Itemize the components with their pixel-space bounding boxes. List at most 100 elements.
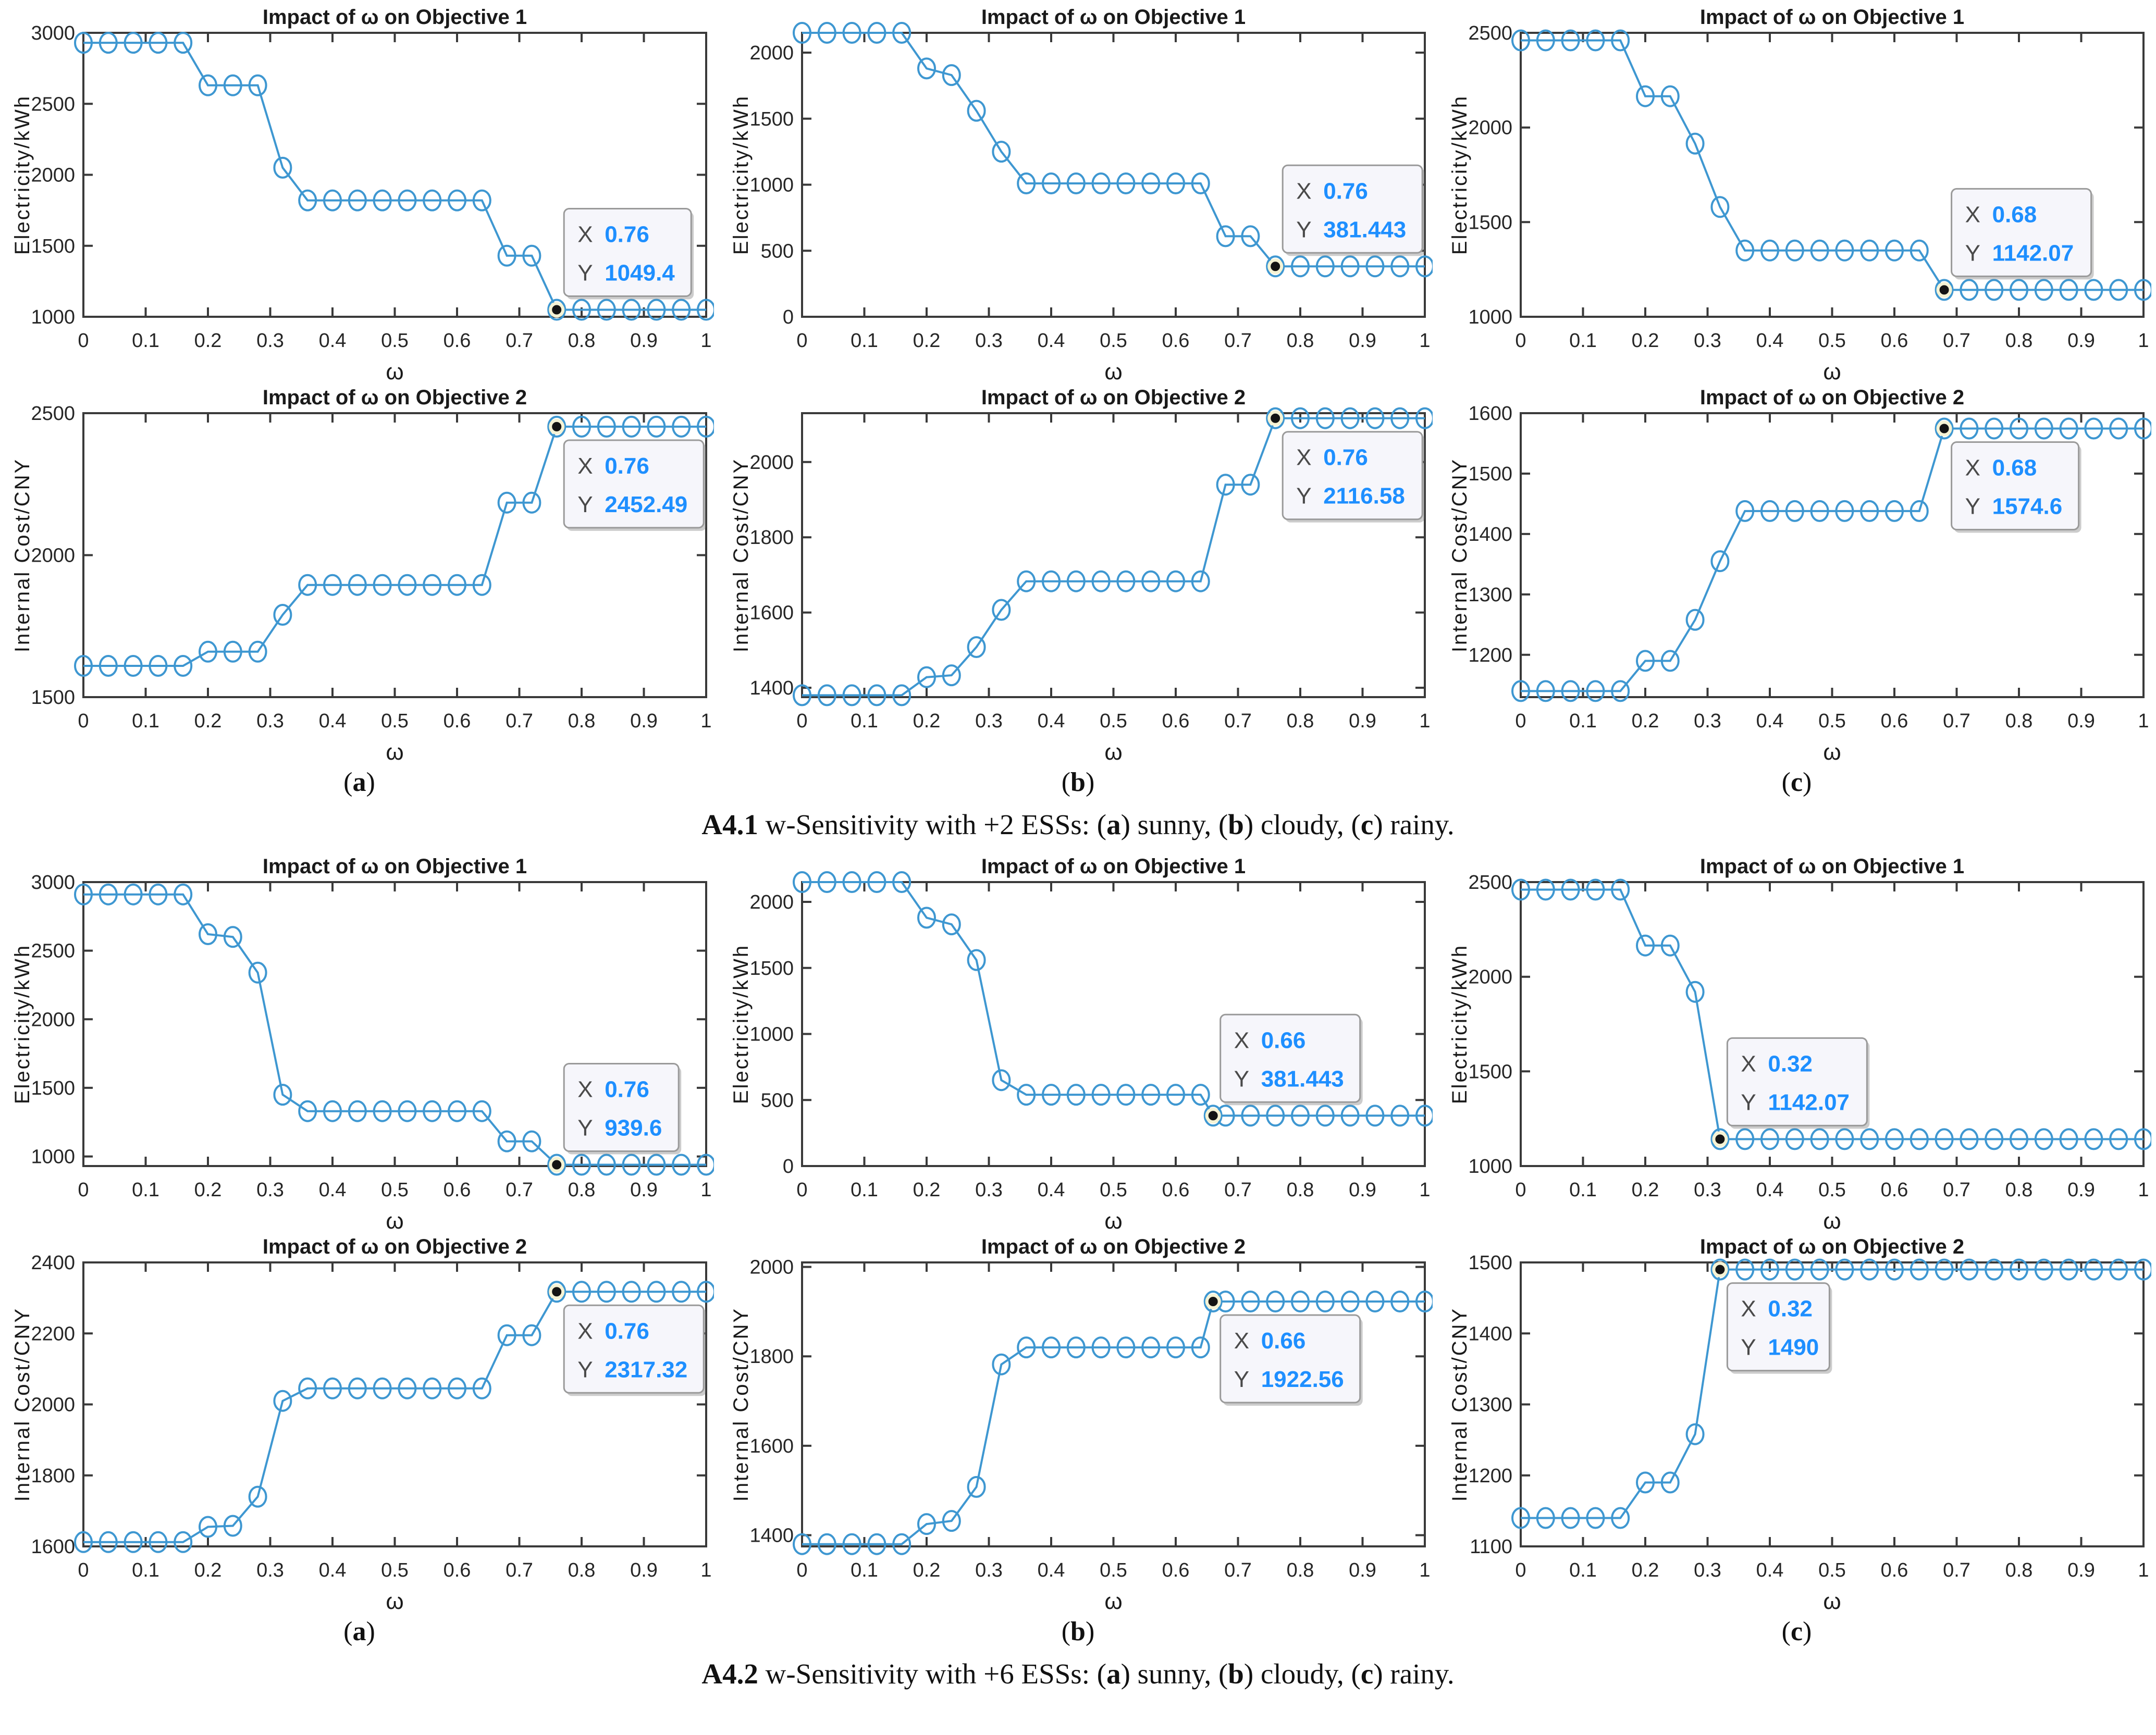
svg-text:0.1: 0.1 <box>1569 1179 1597 1201</box>
svg-text:Y: Y <box>577 1116 593 1141</box>
svg-text:X: X <box>577 1077 593 1102</box>
datatip-box <box>563 1063 680 1152</box>
svg-text:0.1: 0.1 <box>132 1179 159 1201</box>
y-axis-label: Internal Cost/CNY <box>1448 458 1471 652</box>
svg-text:2000: 2000 <box>749 891 794 913</box>
svg-text:0.3: 0.3 <box>975 1559 1003 1581</box>
svg-text:0.2: 0.2 <box>1631 330 1659 352</box>
y-tick-labels: 1000 1500 2000 2500 <box>1468 872 1512 1178</box>
svg-text:2000: 2000 <box>1468 966 1512 988</box>
svg-text:0: 0 <box>1515 330 1526 352</box>
svg-text:Y: Y <box>1965 494 1980 519</box>
svg-text:1922.56: 1922.56 <box>1261 1367 1344 1392</box>
chart-title: Impact of ω on Objective 1 <box>262 855 526 878</box>
svg-text:0.3: 0.3 <box>256 710 284 732</box>
chart-a41-b-obj1: 0 0.1 0.2 0.3 0.4 0.5 0.6 0.7 0.8 0.9 1 0 500 1000 150… <box>730 6 1433 385</box>
caption-segment: ( <box>1061 1617 1071 1646</box>
svg-text:Y: Y <box>1234 1367 1249 1392</box>
svg-text:1: 1 <box>1419 330 1430 352</box>
svg-text:1: 1 <box>2138 330 2149 352</box>
chart-cell-a42-b-obj2: 0 0.1 0.2 0.3 0.4 0.5 0.6 0.7 0.8 0.9 1 1400 1600 180… <box>719 1234 1437 1614</box>
caption-a42: A4.2 w-Sensitivity with +6 ESSs: (a) sun… <box>0 1657 2156 1690</box>
chart-cell-a42-c-obj1: 0 0.1 0.2 0.3 0.4 0.5 0.6 0.7 0.8 0.9 1 1000 1500 200… <box>1437 853 2156 1234</box>
svg-text:0.7: 0.7 <box>1943 710 1970 732</box>
svg-text:0.6: 0.6 <box>1880 710 1908 732</box>
caption-bold-segment: a <box>352 1617 366 1646</box>
series-markers <box>73 1281 714 1553</box>
svg-text:Y: Y <box>1741 1089 1756 1115</box>
svg-text:1: 1 <box>2138 1559 2149 1581</box>
svg-text:1500: 1500 <box>749 108 794 130</box>
svg-text:1600: 1600 <box>1468 403 1512 425</box>
x-axis-label: ω <box>1104 359 1122 385</box>
axis-ticks <box>1519 32 2145 318</box>
svg-text:0.9: 0.9 <box>1349 330 1376 352</box>
caption-bold-segment: b <box>1228 809 1244 840</box>
svg-text:2317.32: 2317.32 <box>605 1357 687 1382</box>
x-tick-labels: 0 0.1 0.2 0.3 0.4 0.5 0.6 0.7 0.8 0.9 1 <box>78 330 711 352</box>
x-tick-labels: 0 0.1 0.2 0.3 0.4 0.5 0.6 0.7 0.8 0.9 1 <box>1515 710 2149 732</box>
series-line <box>802 32 1425 268</box>
svg-text:1574.6: 1574.6 <box>1992 494 2062 519</box>
svg-text:0.3: 0.3 <box>256 1179 284 1201</box>
svg-text:0.2: 0.2 <box>1631 1559 1659 1581</box>
x-tick-labels: 0 0.1 0.2 0.3 0.4 0.5 0.6 0.7 0.8 0.9 1 <box>796 710 1430 732</box>
y-tick-labels: 1500 2000 2500 <box>31 403 75 709</box>
chart-a41-a-obj2: 0 0.1 0.2 0.3 0.4 0.5 0.6 0.7 0.8 0.9 1 1500 2000 250… <box>11 386 714 765</box>
datatip-box <box>1950 441 2079 530</box>
svg-text:0.6: 0.6 <box>1162 710 1189 732</box>
y-tick-labels: 1100 1200 1300 1400 1500 <box>1468 1252 1512 1558</box>
svg-text:0.6: 0.6 <box>1162 1559 1189 1581</box>
x-tick-labels: 0 0.1 0.2 0.3 0.4 0.5 0.6 0.7 0.8 0.9 1 <box>78 1179 711 1201</box>
datatip-box <box>1282 164 1423 254</box>
svg-text:0: 0 <box>796 1179 807 1201</box>
svg-text:2000: 2000 <box>1468 117 1512 139</box>
caption-segment: ( <box>1781 767 1791 797</box>
chart-title: Impact of ω on Objective 2 <box>262 386 526 409</box>
svg-text:1: 1 <box>1419 1559 1430 1581</box>
svg-text:0.5: 0.5 <box>1100 1179 1127 1201</box>
chart-title: Impact of ω on Objective 2 <box>981 386 1245 409</box>
svg-text:0.9: 0.9 <box>2067 330 2095 352</box>
svg-text:Y: Y <box>1741 1335 1756 1360</box>
svg-text:2000: 2000 <box>749 1257 794 1279</box>
svg-text:0.3: 0.3 <box>975 1179 1003 1201</box>
svg-text:0.1: 0.1 <box>1569 710 1597 732</box>
svg-text:1142.07: 1142.07 <box>1992 240 2074 266</box>
svg-text:0.68: 0.68 <box>1992 202 2037 227</box>
caption-bold-segment: b <box>1070 767 1086 797</box>
svg-text:1800: 1800 <box>749 1346 794 1368</box>
svg-text:2500: 2500 <box>1468 872 1512 894</box>
datatip-point <box>1267 258 1283 275</box>
svg-text:0.6: 0.6 <box>1880 1179 1908 1201</box>
datatip-box <box>563 439 705 529</box>
svg-text:0.8: 0.8 <box>2005 330 2032 352</box>
datatip-point <box>1205 1294 1221 1309</box>
datatip: X 0.76 Y 2317.32 <box>548 1284 706 1396</box>
svg-text:X: X <box>577 453 593 479</box>
svg-text:0.9: 0.9 <box>1349 1179 1376 1201</box>
axis-ticks <box>800 882 1426 1167</box>
datatip-point <box>1711 1131 1728 1147</box>
datatip-box <box>1726 1282 1830 1372</box>
svg-text:1800: 1800 <box>749 527 794 549</box>
caption-segment: ) cloudy, ( <box>1243 809 1361 840</box>
svg-text:1400: 1400 <box>749 1525 794 1547</box>
caption-segment: ) rainy. <box>1373 1658 1455 1690</box>
svg-text:1800: 1800 <box>31 1465 75 1487</box>
svg-text:2000: 2000 <box>31 1009 75 1031</box>
x-axis-label: ω <box>1823 1208 1841 1234</box>
y-axis-label: Electricity/kWh <box>11 95 34 255</box>
svg-text:500: 500 <box>760 1089 793 1111</box>
svg-text:0.5: 0.5 <box>381 1559 409 1581</box>
chart-a41-c-obj1: 0 0.1 0.2 0.3 0.4 0.5 0.6 0.7 0.8 0.9 1 1000 1500 200… <box>1448 6 2151 385</box>
svg-text:X: X <box>1741 1051 1756 1076</box>
svg-text:0.8: 0.8 <box>1286 330 1314 352</box>
svg-text:0.8: 0.8 <box>1286 1179 1314 1201</box>
svg-text:0: 0 <box>796 710 807 732</box>
svg-text:381.443: 381.443 <box>1323 217 1406 242</box>
series-markers <box>1511 878 2151 1150</box>
svg-text:Y: Y <box>1234 1066 1249 1092</box>
svg-text:0.1: 0.1 <box>851 330 878 352</box>
y-tick-labels: 1400 1600 1800 2000 <box>749 452 794 699</box>
